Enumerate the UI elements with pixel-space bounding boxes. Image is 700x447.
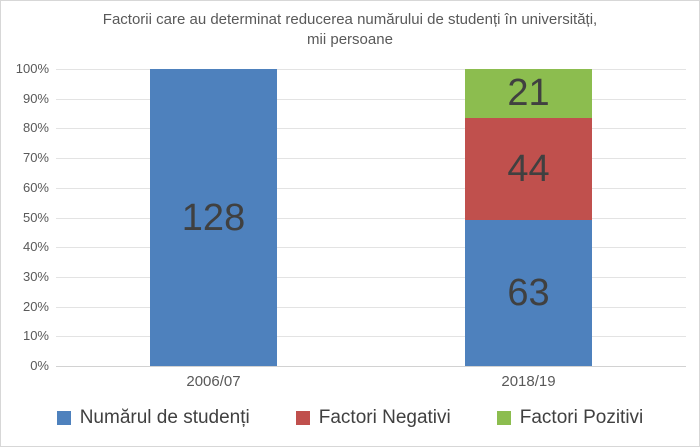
legend-swatch	[295, 411, 310, 425]
legend-label: Factori Pozitivi	[519, 407, 644, 428]
gridline	[56, 366, 686, 367]
gridline	[56, 247, 686, 249]
gridline	[56, 306, 686, 308]
y-tick-label: 10%	[22, 328, 49, 344]
bar-2018-19: 63 44 21	[465, 69, 592, 366]
bar-value-label: 21	[507, 72, 550, 115]
y-tick-label: 90%	[22, 90, 49, 106]
x-axis-label: 2006/07	[186, 373, 241, 390]
gridline	[56, 158, 686, 160]
legend-swatch	[496, 411, 511, 425]
gridline	[56, 336, 686, 338]
y-tick-label: 0%	[30, 358, 49, 373]
y-tick-label: 100%	[15, 61, 49, 76]
gridline	[56, 187, 686, 189]
bar-2006-07: 128	[150, 69, 277, 366]
y-tick-label: 80%	[22, 120, 49, 136]
gridline	[56, 217, 686, 219]
y-tick-label: 20%	[22, 298, 49, 314]
chart-title-line-1: Factorii care au determinat reducerea nu…	[102, 11, 598, 28]
legend-label: Factori Negativi	[318, 407, 451, 428]
y-tick-label: 40%	[22, 239, 49, 255]
legend: Numărul de studenți Factori Negativi Facto…	[1, 407, 699, 429]
chart-title-line-2: mii persoane	[307, 31, 393, 48]
gridline	[56, 98, 686, 100]
gridline	[56, 276, 686, 278]
chart-title: Factorii care au determinat reducerea nu…	[1, 10, 699, 50]
plot-area: 128 63 44 21	[56, 69, 686, 367]
x-axis-label: 2018/19	[501, 373, 556, 390]
legend-item: Factori Pozitivi	[496, 407, 644, 429]
y-tick-label: 30%	[22, 268, 49, 284]
y-tick-label: 60%	[22, 179, 49, 195]
bar-value-label: 63	[507, 271, 550, 314]
legend-item: Factori Negativi	[295, 407, 451, 429]
y-tick-label: 50%	[22, 209, 49, 225]
bar-segment: 63	[465, 219, 592, 366]
legend-swatch	[56, 411, 71, 425]
y-tick-label: 70%	[22, 150, 49, 166]
bar-value-label: 44	[507, 147, 550, 190]
bar-segment: 44	[465, 117, 592, 220]
legend-item: Numărul de studenți	[56, 407, 250, 429]
gridline	[56, 69, 686, 70]
legend-label: Numărul de studenți	[79, 407, 250, 428]
gridline	[56, 128, 686, 130]
bar-segment: 128	[150, 69, 277, 366]
bar-value-label: 128	[181, 196, 246, 239]
bar-segment: 21	[465, 69, 592, 118]
